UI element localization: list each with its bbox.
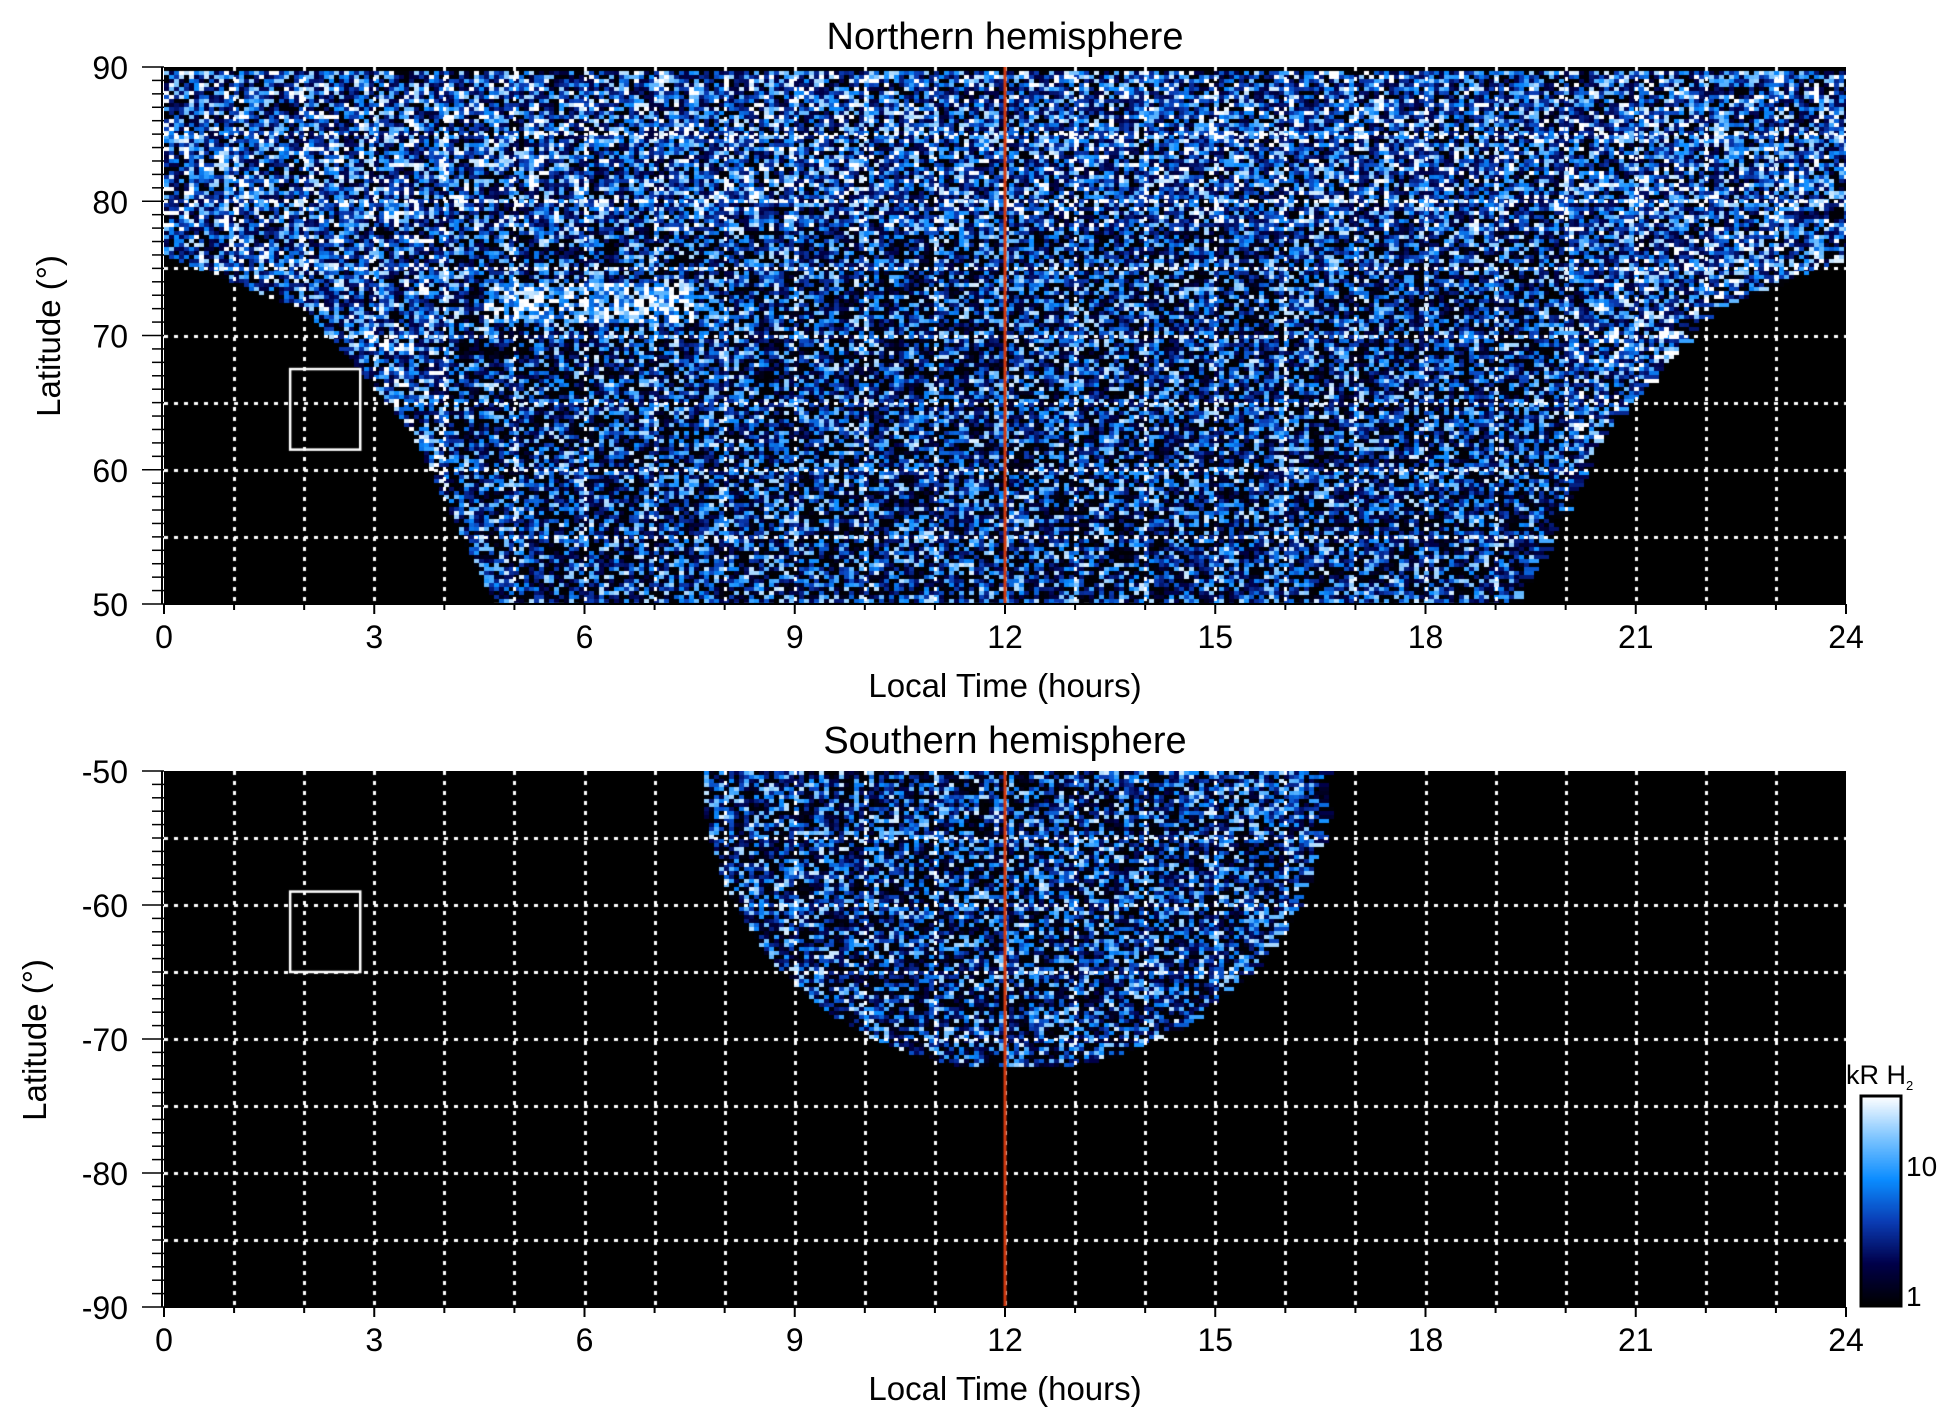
colorbar-tick-1: 1 [1906,1281,1922,1312]
south-y-tick-label: -90 [82,1290,128,1326]
south-xlabel: Local Time (hours) [868,1370,1141,1407]
colorbar-label: kR H2 [1846,1060,1913,1093]
north-x-tick-label: 24 [1828,619,1864,655]
north-y-tick-label: 60 [92,453,128,489]
south-x-tick-label: 18 [1408,1322,1444,1358]
north-ylabel: Latitude (°) [30,255,67,417]
south-y-tick-label: -80 [82,1156,128,1192]
north-x-tick-label: 21 [1618,619,1654,655]
colorbar-frame [1859,1094,1903,1308]
north-y-tick-label: 70 [92,319,128,355]
north-y-tick-label: 50 [92,587,128,623]
north-x-tick-label: 6 [576,619,594,655]
south-x-tick-label: 9 [786,1322,804,1358]
south-y-tick-label: -50 [82,754,128,790]
south-x-tick-label: 24 [1828,1322,1864,1358]
north-xlabel: Local Time (hours) [868,667,1141,704]
south-ylabel: Latitude (°) [16,959,53,1121]
south-x-tick-label: 3 [365,1322,383,1358]
north-x-tick-label: 3 [365,619,383,655]
north-x-tick-label: 15 [1197,619,1233,655]
north-x-tick-label: 0 [155,619,173,655]
north-title: Northern hemisphere [827,16,1184,58]
north-x-tick-label: 9 [786,619,804,655]
south-y-tick-label: -70 [82,1022,128,1058]
colorbar-tick-10: 10 [1906,1151,1937,1182]
north-x-tick-label: 18 [1408,619,1444,655]
colorbar-gradient [1861,1096,1901,1306]
south-x-tick-label: 21 [1618,1322,1654,1358]
north-heatmap [164,67,1846,604]
south-x-tick-label: 0 [155,1322,173,1358]
south-y-tick-label: -60 [82,888,128,924]
south-title: Southern hemisphere [823,720,1186,762]
south-heatmap [164,771,1846,1307]
south-x-tick-label: 12 [987,1322,1023,1358]
north-x-tick-label: 12 [987,619,1023,655]
north-y-tick-label: 90 [92,50,128,86]
south-x-tick-label: 6 [576,1322,594,1358]
north-y-tick-label: 80 [92,184,128,220]
south-x-tick-label: 15 [1197,1322,1233,1358]
